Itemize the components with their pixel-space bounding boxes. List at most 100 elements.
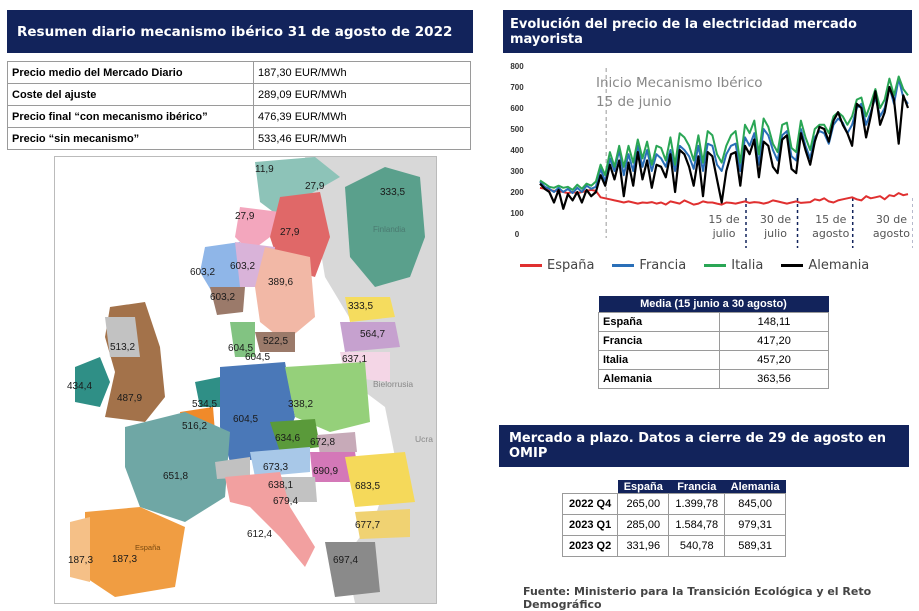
futures-period: 2023 Q1 [561,514,619,536]
map-price-label: 672,8 [310,437,335,448]
x-tick-label: 15 de [708,213,739,226]
sweden-se-region [255,332,295,352]
summary-title: Resumen diario mecanismo ibérico 31 de a… [17,23,453,40]
summary-value: 476,39 EUR/MWh [253,105,471,128]
map-price-label: 27,9 [235,211,255,222]
map-price-label: 522,5 [263,336,288,347]
map-price-label: 637,1 [342,354,367,365]
bulgaria-region [355,509,410,539]
map-price-label: 677,7 [355,520,380,531]
romania-region [345,452,415,507]
x-tick-label: 30 de [760,213,791,226]
norway-north-region [255,157,340,217]
map-price-label: 673,3 [263,462,288,473]
italy-region [225,472,315,567]
summary-title-banner: Resumen diario mecanismo ibérico 31 de a… [7,10,473,53]
portugal-region [70,517,90,582]
legend-label: Italia [731,258,764,273]
y-tick-label: 400 [510,146,524,155]
legend-label: Alemania [808,258,870,273]
greece-region [325,542,380,597]
summary-table: Precio medio del Mercado Diario 187,30 EU… [7,61,471,150]
futures-value: 285,00 [617,514,670,536]
average-country: España [598,312,720,332]
austria-region [250,447,310,477]
futures-title-banner: Mercado a plazo. Datos a cierre de 29 de… [499,425,909,467]
x-tick-label: 15 de [815,213,846,226]
map-price-label: 333,5 [380,187,405,198]
chart-title-banner: Evolución del precio de la electricidad … [503,10,912,53]
y-tick-label: 600 [510,104,524,113]
chart-series [539,75,910,210]
y-tick-label: 300 [510,167,524,176]
average-country: Italia [598,350,720,370]
map-price-label: 11,9 [255,164,274,175]
denmark-region [230,322,255,357]
czech-region [270,419,320,452]
legend-swatch [781,264,804,267]
average-row: España 148,11 [598,312,829,332]
slovakia-region [317,432,357,455]
legend-item: Italia [704,258,763,273]
legend-item: Alemania [781,258,869,273]
summary-row: Precio final “con mecanismo ibérico” 476,… [7,105,471,128]
finland-region [345,167,425,287]
futures-period: 2022 Q4 [561,493,619,515]
summary-row: Precio medio del Mercado Diario 187,30 EU… [7,61,471,84]
switzerland-region [215,457,250,479]
legend-item: Francia [612,258,686,273]
map-price-label: 651,8 [163,471,188,482]
map-price-label: 683,5 [355,481,380,492]
map-price-label: 604,5 [245,352,270,363]
map-price-label: 187,3 [112,554,137,565]
spain-label: España [135,543,161,552]
summary-value: 533,46 EUR/MWh [253,127,471,150]
map-price-label: 634,6 [275,433,300,444]
legend-item: España [520,258,594,273]
summary-row: Coste del ajuste 289,09 EUR/MWh [7,83,471,106]
average-value: 417,20 [719,331,829,351]
average-country: Alemania [598,369,720,389]
y-tick-label: 100 [510,209,524,218]
map-price-label: 603,2 [230,261,255,272]
summary-label: Coste del ajuste [7,83,254,106]
poland-region [285,362,370,432]
futures-column-header: Alemania [724,480,786,494]
europe-price-map: 11,9 27,9 333,5 27,9 27,9 603,2 603,2 603,2 389,… [54,156,437,604]
map-price-label: 612,4 [247,529,272,540]
summary-label: Precio “sin mecanismo” [7,127,254,150]
map-price-label: 389,6 [268,277,293,288]
futures-period: 2023 Q2 [561,535,619,557]
source-note: Fuente: Ministerio para la Transición Ec… [523,585,872,611]
summary-label: Precio medio del Mercado Diario [7,61,254,84]
futures-row: 2023 Q2 331,96 540,78 589,31 [561,535,787,557]
futures-value: 1.399,78 [668,493,726,515]
map-price-label: 187,3 [68,555,93,566]
netherlands-region [195,377,223,407]
y-axis: 0 100 200 300 400 500 600 700 800 [510,62,524,239]
series-line-italia [539,75,909,191]
x-tick-label: julio [712,227,736,240]
chart-title: Evolución del precio de la electricidad … [510,16,857,47]
futures-value: 1.584,78 [668,514,726,536]
map-price-label: 333,5 [348,301,373,312]
futures-value: 589,31 [724,535,787,557]
legend-label: España [547,258,595,273]
futures-column-header: España [617,480,669,494]
annotation-line1: Inicio Mecanismo Ibérico [596,75,763,91]
y-tick-label: 0 [515,230,520,239]
belarus-label: Bielorrusia [373,379,413,389]
legend-label: Francia [639,258,687,273]
futures-title: Mercado a plazo. Datos a cierre de 29 de… [509,431,887,461]
average-value: 363,56 [719,369,829,389]
average-table-header: Media (15 junio a 30 agosto) [598,296,829,313]
legend-swatch [704,264,727,267]
map-price-label: 603,2 [190,267,215,278]
x-tick-label: agosto [812,227,849,240]
latvia-region [340,322,400,352]
map-price-label: 697,4 [333,555,358,566]
futures-value: 540,78 [668,535,726,557]
x-tick-label: agosto [873,227,910,240]
average-value: 457,20 [719,350,829,370]
